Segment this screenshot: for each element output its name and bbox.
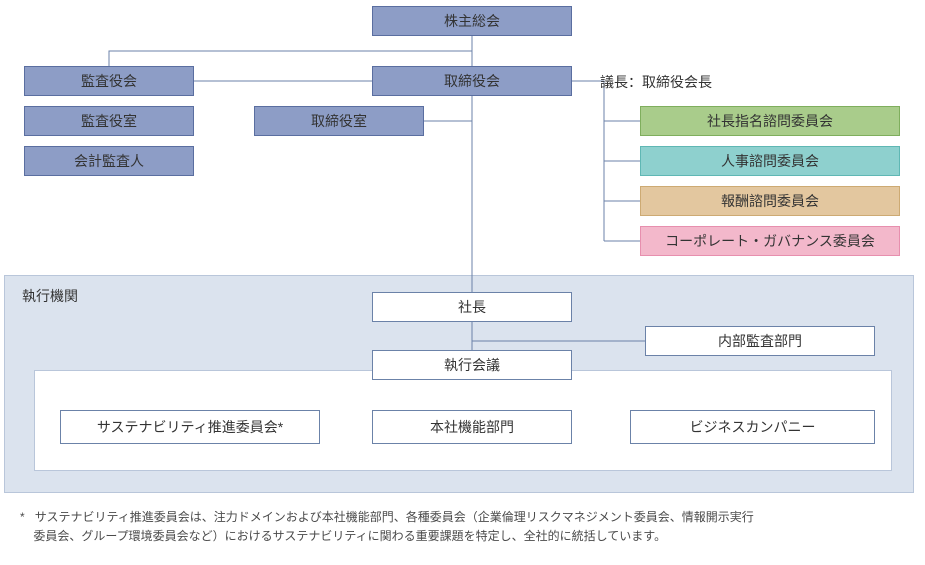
footnote-line2: 委員会、グループ環境委員会など）におけるサステナビリティに関わる重要課題を特定し… (33, 529, 666, 543)
footnote: * サステナビリティ推進委員会は、注力ドメインおよび本社機能部門、各種委員会（企… (20, 508, 754, 545)
node-text: 社長指名諮問委員会 (707, 111, 833, 131)
node-text: ビジネスカンパニー (690, 417, 816, 437)
node-hr-committee: 人事諮問委員会 (640, 146, 900, 176)
node-internal-audit: 内部監査部門 (645, 326, 875, 356)
node-text: サステナビリティ推進委員会* (97, 417, 283, 437)
node-auditors-office: 監査役室 (24, 106, 194, 136)
node-comp-committee: 報酬諮問委員会 (640, 186, 900, 216)
node-president: 社長 (372, 292, 572, 322)
node-text: 会計監査人 (74, 151, 144, 171)
node-text: 監査役会 (81, 71, 137, 91)
exec-title-label: 執行機関 (22, 286, 78, 306)
node-dir-office: 取締役室 (254, 106, 424, 136)
node-board-dir: 取締役会 (372, 66, 572, 96)
node-text: 人事諮問委員会 (721, 151, 819, 171)
node-text: 本社機能部門 (430, 417, 514, 437)
node-text: 執行会議 (444, 355, 500, 375)
chairman-label-text: 議長：取締役会長 (600, 74, 712, 90)
node-text: 内部監査部門 (718, 331, 802, 351)
exec-title-text: 執行機関 (22, 288, 78, 304)
node-exec-meeting: 執行会議 (372, 350, 572, 380)
node-gov-committee: コーポレート・ガバナンス委員会 (640, 226, 900, 256)
node-text: コーポレート・ガバナンス委員会 (665, 231, 875, 251)
node-auditors-board: 監査役会 (24, 66, 194, 96)
chairman-label: 議長：取締役会長 (600, 72, 712, 92)
node-text: 株主総会 (444, 11, 500, 31)
node-text: 監査役室 (81, 111, 137, 131)
footnote-marker: * (20, 510, 25, 524)
node-text: 報酬諮問委員会 (721, 191, 819, 211)
node-text: 取締役室 (311, 111, 367, 131)
node-acct-auditor: 会計監査人 (24, 146, 194, 176)
node-hq-functions: 本社機能部門 (372, 410, 572, 444)
node-text: 取締役会 (444, 71, 500, 91)
node-text: 社長 (458, 297, 486, 317)
node-biz-company: ビジネスカンパニー (630, 410, 875, 444)
node-sustain: サステナビリティ推進委員会* (60, 410, 320, 444)
footnote-line1: サステナビリティ推進委員会は、注力ドメインおよび本社機能部門、各種委員会（企業倫… (35, 510, 754, 524)
node-shareholders: 株主総会 (372, 6, 572, 36)
node-nom-committee: 社長指名諮問委員会 (640, 106, 900, 136)
